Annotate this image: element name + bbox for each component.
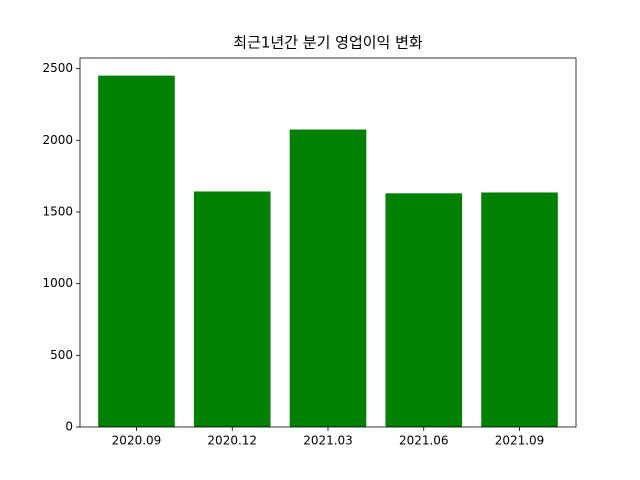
bar (481, 192, 558, 427)
bar (98, 75, 175, 427)
bar (193, 191, 271, 427)
bar (385, 193, 463, 427)
y-tick-label: 0 (65, 420, 73, 434)
y-tick-label: 1500 (42, 204, 73, 218)
x-tick-label: 2021.06 (399, 434, 449, 448)
x-tick-label: 2021.09 (495, 434, 545, 448)
y-tick-label: 2000 (42, 133, 73, 147)
x-tick-label: 2020.09 (112, 434, 162, 448)
x-tick-label: 2020.12 (207, 434, 257, 448)
y-tick-label: 2500 (42, 61, 73, 75)
plot-frame (79, 57, 577, 428)
y-tick-label: 500 (50, 348, 73, 362)
x-tick-label: 2021.03 (303, 434, 353, 448)
chart-title: 최근1년간 분기 영업이익 변화 (233, 34, 423, 52)
y-tick-label: 1000 (42, 276, 73, 290)
bar (289, 129, 367, 427)
